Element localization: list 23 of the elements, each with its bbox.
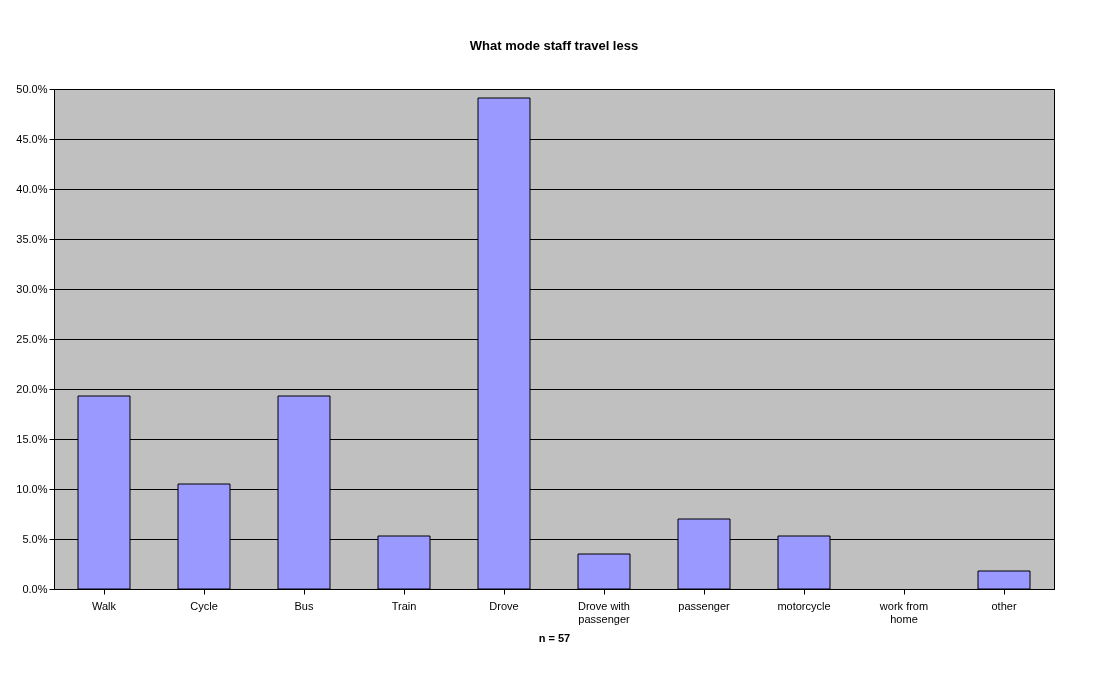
x-tick-label: Drove with passenger [578,599,631,625]
chart-title: What mode staff travel less [469,38,639,53]
y-tick-label: 15.0% [16,432,48,445]
y-tick-label: 10.0% [16,482,48,495]
y-tick-label: 35.0% [16,232,48,245]
y-tick-label: 5.0% [22,532,48,545]
y-tick-label: 50.0% [16,82,48,95]
x-tick-label: Drove [489,599,519,612]
y-tick-label: 25.0% [16,332,48,345]
x-tick-label: other [991,599,1017,612]
x-tick-label: work from home [878,599,929,625]
y-tick-label: 30.0% [16,282,48,295]
x-tick-label: Walk [91,599,117,612]
x-tick-label: Bus [294,599,314,612]
y-tick-label: 45.0% [16,132,48,145]
x-tick-label: motorcycle [777,599,831,612]
y-tick-label: 40.0% [16,182,48,195]
x-axis-title: n = 57 [538,631,571,644]
y-tick-label: 0.0% [22,582,48,595]
y-tick-label: 20.0% [16,382,48,395]
x-tick-label: Train [391,599,417,612]
x-tick-label: passenger [678,599,731,612]
x-tick-label: Cycle [190,599,218,612]
